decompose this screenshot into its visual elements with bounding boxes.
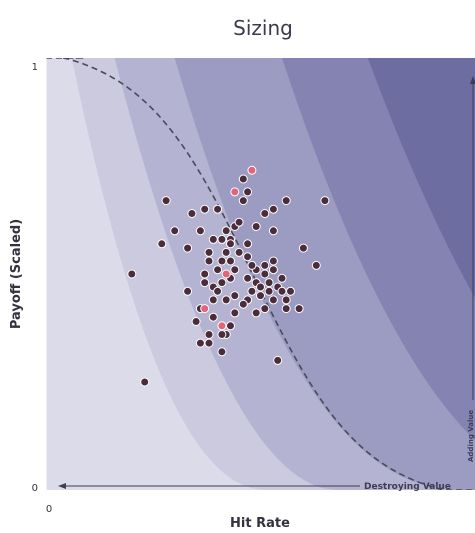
data-point-45	[221, 295, 231, 305]
chart-title: Sizing	[233, 16, 293, 40]
data-point-32	[217, 278, 227, 288]
highlight-point-1	[230, 187, 240, 197]
data-point-65	[320, 196, 330, 206]
highlight-point-4	[217, 321, 227, 331]
data-point-30	[243, 273, 253, 283]
data-point-52	[208, 295, 218, 305]
highlight-point-3	[200, 304, 210, 314]
data-point-15	[243, 252, 253, 262]
data-point-63	[195, 338, 205, 348]
data-point-66	[281, 196, 291, 206]
data-point-60	[226, 321, 235, 331]
highlight-point-2	[221, 269, 231, 279]
adding-value-annotation: Adding Value	[467, 76, 475, 462]
data-point-80	[256, 282, 265, 292]
y-tick-1: 1	[32, 62, 38, 73]
highlight-point-0	[247, 165, 257, 175]
data-point-17	[183, 243, 193, 253]
data-point-19	[221, 247, 231, 257]
data-point-55	[260, 304, 270, 314]
data-point-16	[226, 256, 235, 266]
data-point-5	[195, 226, 205, 236]
data-point-58	[251, 308, 261, 318]
data-point-47	[256, 291, 265, 301]
data-point-82	[226, 239, 235, 249]
data-point-70	[268, 256, 278, 266]
data-point-72	[268, 204, 278, 214]
data-point-83	[127, 269, 137, 279]
adding-value-label: Adding Value	[467, 410, 475, 462]
data-point-3	[157, 239, 167, 249]
y-tick-0: 0	[32, 483, 38, 494]
data-point-35	[200, 278, 210, 288]
data-point-79	[217, 234, 227, 244]
data-point-13	[243, 239, 253, 249]
data-point-2	[187, 209, 197, 218]
data-point-84	[247, 260, 257, 270]
data-point-51	[183, 286, 193, 296]
data-point-54	[238, 299, 248, 309]
data-point-9	[238, 196, 248, 206]
data-point-1	[200, 204, 210, 214]
data-point-56	[281, 304, 291, 314]
data-point-29	[260, 269, 270, 279]
data-point-20	[217, 256, 227, 266]
data-point-77	[204, 338, 214, 348]
x-tick-0: 0	[46, 504, 52, 515]
x-axis-title: Hit Rate	[230, 516, 290, 531]
y-axis-title: Payoff (Scaled)	[9, 219, 24, 329]
data-point-14	[234, 247, 244, 257]
data-point-7	[221, 226, 231, 236]
data-point-44	[286, 286, 295, 296]
data-point-39	[230, 291, 240, 301]
data-point-61	[204, 330, 214, 339]
data-point-64	[217, 347, 227, 357]
data-point-71	[140, 377, 150, 387]
data-point-67	[273, 355, 283, 365]
data-point-34	[200, 269, 210, 279]
data-point-10	[260, 209, 270, 218]
data-point-57	[294, 304, 304, 314]
data-point-68	[217, 330, 227, 339]
adding-value-arrowhead	[470, 76, 475, 84]
data-point-0	[161, 196, 171, 206]
data-point-26	[268, 265, 278, 275]
data-point-81	[243, 187, 253, 197]
data-point-25	[260, 260, 270, 270]
destroying-value-label: Destroying Value	[364, 482, 451, 492]
data-point-18	[204, 247, 214, 257]
destroying-value-arrowhead	[58, 483, 66, 489]
data-point-50	[311, 260, 321, 270]
data-point-22	[213, 265, 223, 275]
data-point-73	[251, 222, 261, 231]
data-point-41	[247, 286, 257, 296]
data-point-21	[204, 256, 214, 266]
data-point-23	[230, 265, 240, 275]
data-point-37	[264, 278, 274, 288]
data-point-42	[264, 286, 274, 296]
data-point-28	[298, 243, 308, 253]
data-point-11	[268, 226, 278, 236]
band-5	[367, 58, 475, 298]
data-point-6	[208, 234, 218, 244]
data-points	[127, 165, 330, 387]
data-point-27	[277, 273, 287, 283]
data-point-48	[268, 295, 278, 305]
data-point-40	[213, 286, 223, 296]
data-point-69	[208, 312, 218, 322]
data-point-4	[213, 204, 223, 214]
data-point-76	[238, 174, 248, 184]
destroying-value-annotation: Destroying Value	[58, 482, 451, 492]
breakeven-curve	[46, 58, 475, 490]
data-point-78	[170, 226, 180, 236]
data-point-43	[277, 286, 287, 296]
data-point-75	[191, 317, 201, 326]
data-point-74	[234, 217, 244, 227]
data-point-59	[230, 308, 240, 318]
data-point-49	[281, 295, 291, 305]
